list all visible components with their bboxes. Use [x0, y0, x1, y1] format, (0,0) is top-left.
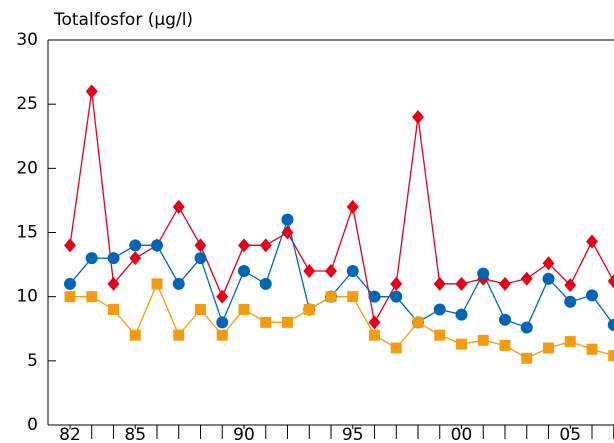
marker — [151, 278, 163, 290]
marker — [543, 342, 554, 354]
marker — [390, 342, 402, 354]
marker — [86, 291, 98, 303]
marker — [586, 234, 598, 249]
marker — [499, 276, 511, 291]
x-tick-label: 95 — [342, 425, 364, 443]
y-tick-label: 25 — [16, 94, 38, 114]
marker — [259, 238, 272, 253]
y-tick-label: 15 — [16, 223, 38, 243]
marker — [455, 276, 468, 291]
marker — [325, 264, 337, 278]
marker — [216, 289, 229, 304]
marker — [346, 265, 359, 277]
marker — [520, 321, 533, 334]
marker — [521, 352, 533, 364]
marker — [172, 277, 185, 290]
marker — [564, 336, 576, 348]
marker — [129, 251, 142, 266]
marker — [85, 84, 98, 99]
marker — [368, 315, 381, 330]
marker — [564, 278, 577, 293]
marker — [325, 291, 337, 303]
x-tick-label: 82 — [59, 425, 81, 443]
series-line — [69, 217, 614, 329]
marker — [607, 274, 614, 289]
marker — [347, 291, 359, 303]
marker — [520, 271, 533, 286]
marker — [564, 295, 577, 308]
marker — [282, 316, 293, 328]
chart-title: Totalfosfor (µg/l) — [53, 10, 193, 30]
marker — [608, 350, 614, 362]
marker — [194, 252, 207, 265]
y-tick-label: 20 — [16, 158, 38, 178]
marker — [369, 329, 380, 341]
marker — [85, 252, 98, 265]
marker — [216, 316, 229, 329]
marker — [586, 343, 598, 355]
marker — [238, 238, 250, 253]
marker — [434, 329, 446, 341]
marker — [477, 334, 489, 346]
y-tick-label: 0 — [27, 415, 38, 435]
marker — [173, 329, 185, 341]
marker — [455, 308, 468, 321]
marker — [108, 304, 119, 315]
marker — [303, 304, 315, 315]
marker — [151, 239, 163, 252]
y-tick-label: 30 — [16, 30, 38, 50]
marker — [281, 213, 294, 226]
marker — [542, 256, 555, 271]
marker — [477, 267, 490, 280]
marker — [129, 239, 142, 252]
marker — [433, 303, 446, 316]
marker — [64, 277, 76, 290]
series-line — [70, 282, 614, 360]
x-tick-label: 00 — [451, 425, 473, 443]
marker — [412, 316, 424, 328]
marker — [433, 276, 446, 291]
x-tick-label: 90 — [233, 425, 255, 443]
marker — [195, 304, 206, 315]
marker — [368, 290, 381, 303]
marker — [390, 290, 403, 303]
marker — [172, 199, 185, 214]
marker — [64, 291, 76, 303]
marker — [107, 252, 120, 265]
y-tick-label: 10 — [16, 287, 38, 307]
marker — [542, 272, 555, 285]
marker — [238, 304, 250, 315]
marker — [499, 313, 511, 326]
marker — [129, 329, 141, 341]
marker — [456, 338, 467, 350]
marker — [194, 238, 207, 253]
marker — [259, 277, 272, 290]
y-tick-label: 5 — [27, 351, 38, 371]
marker — [303, 264, 316, 278]
marker — [64, 238, 76, 253]
marker — [260, 316, 272, 328]
x-tick-label: 05 — [559, 425, 581, 443]
x-tick-label: 85 — [124, 425, 146, 443]
marker — [412, 110, 424, 124]
marker — [346, 199, 359, 214]
marker — [607, 318, 614, 331]
marker — [281, 225, 294, 240]
marker — [238, 265, 250, 277]
marker — [390, 276, 403, 291]
marker — [586, 289, 598, 302]
marker — [107, 276, 120, 291]
marker — [499, 339, 511, 351]
marker — [216, 329, 228, 341]
